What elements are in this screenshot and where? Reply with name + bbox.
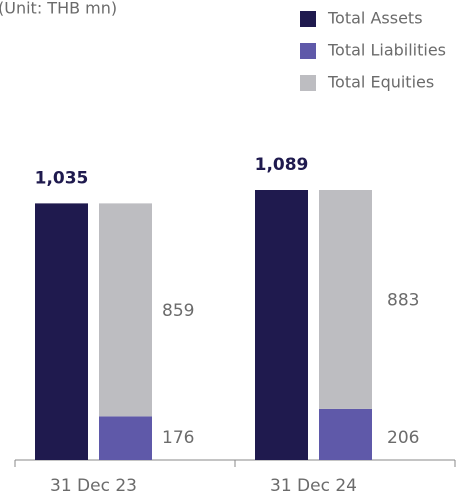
bar-segment bbox=[319, 190, 372, 409]
x-tick-label: 31 Dec 24 bbox=[270, 476, 357, 495]
legend-swatch bbox=[300, 11, 316, 27]
chart-title: (Unit: THB mn) bbox=[0, 0, 117, 18]
value-label: 1,089 bbox=[255, 155, 309, 175]
value-label: 176 bbox=[162, 428, 194, 448]
legend-label: Total Liabilities bbox=[327, 41, 446, 60]
legend-label: Total Equities bbox=[327, 73, 434, 92]
bar-segment bbox=[99, 203, 152, 417]
bar-segment bbox=[319, 408, 372, 460]
value-label: 883 bbox=[387, 290, 419, 310]
value-label: 206 bbox=[387, 428, 419, 448]
legend-swatch bbox=[300, 75, 316, 91]
value-label: 1,035 bbox=[35, 168, 89, 188]
bar bbox=[255, 190, 308, 460]
bar bbox=[35, 203, 88, 460]
value-label: 859 bbox=[162, 301, 194, 321]
bar-segment bbox=[99, 416, 152, 460]
x-tick-label: 31 Dec 23 bbox=[50, 476, 137, 495]
legend-label: Total Assets bbox=[327, 9, 423, 28]
legend-swatch bbox=[300, 43, 316, 59]
